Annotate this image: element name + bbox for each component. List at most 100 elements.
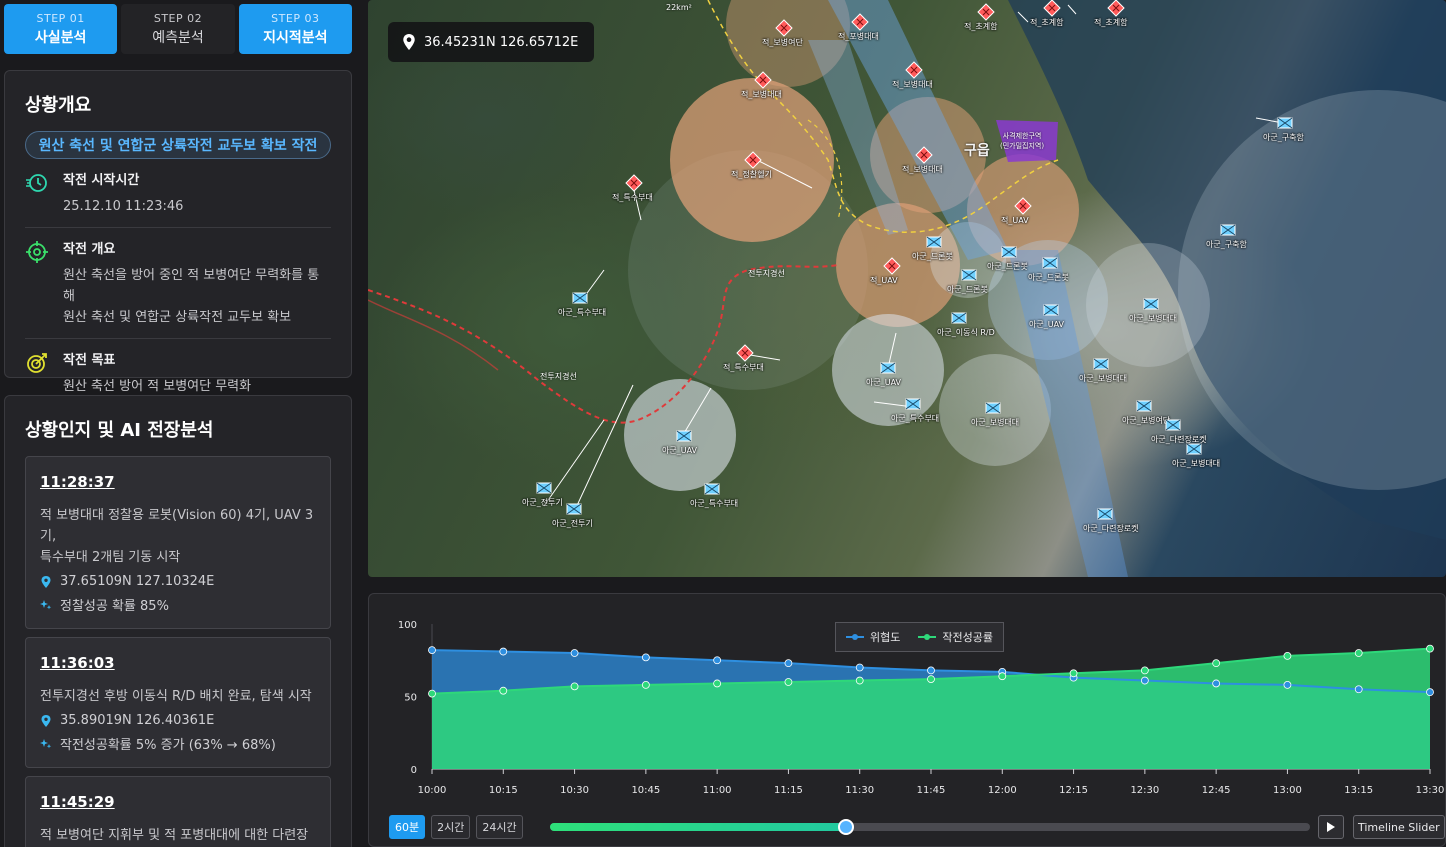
step-03-button[interactable]: STEP 03 지시적분석 bbox=[238, 4, 352, 54]
data-point[interactable] bbox=[428, 689, 436, 698]
friendly-unit-marker[interactable] bbox=[950, 309, 968, 331]
friendly-unit-marker[interactable] bbox=[1185, 440, 1203, 462]
enemy-unit-marker[interactable] bbox=[754, 71, 772, 93]
data-point[interactable] bbox=[855, 663, 864, 672]
data-point[interactable] bbox=[1140, 676, 1149, 685]
friendly-unit-marker[interactable] bbox=[925, 233, 943, 255]
data-point[interactable] bbox=[1354, 685, 1363, 694]
enemy-unit-marker[interactable] bbox=[851, 13, 869, 35]
friendly-unit-marker[interactable] bbox=[1142, 295, 1160, 317]
data-point[interactable] bbox=[499, 647, 508, 656]
data-point[interactable] bbox=[784, 659, 793, 668]
data-point[interactable] bbox=[927, 675, 935, 683]
play-button[interactable] bbox=[1318, 815, 1344, 839]
enemy-unit-marker[interactable] bbox=[736, 344, 754, 366]
data-point[interactable] bbox=[641, 653, 650, 662]
y-tick-label: 100 bbox=[398, 620, 417, 631]
sensor-beam bbox=[808, 40, 908, 235]
event-time[interactable]: 11:28:37 bbox=[40, 473, 115, 491]
data-point[interactable] bbox=[1140, 666, 1149, 675]
event-time[interactable]: 11:36:03 bbox=[40, 654, 115, 672]
data-point[interactable] bbox=[713, 656, 722, 665]
data-point[interactable] bbox=[784, 678, 793, 686]
timeline-slider-button[interactable]: Timeline Slider bbox=[1353, 815, 1445, 839]
x-tick-label: 11:00 bbox=[703, 785, 732, 796]
friendly-unit-marker[interactable] bbox=[960, 266, 978, 288]
x-tick-label: 13:15 bbox=[1344, 785, 1373, 796]
friendly-unit-marker[interactable] bbox=[904, 395, 922, 417]
enemy-unit-marker[interactable] bbox=[1107, 0, 1125, 21]
enemy-unit-marker[interactable] bbox=[744, 151, 762, 173]
event-card[interactable]: 11:28:37 적 보병대대 정찰용 로봇(Vision 60) 4기, UA… bbox=[25, 456, 331, 629]
unit-label: 적_초계함 bbox=[964, 22, 998, 31]
friendly-unit-marker[interactable] bbox=[1096, 505, 1114, 527]
friendly-unit-marker[interactable] bbox=[675, 427, 693, 449]
friendly-unit-marker[interactable] bbox=[984, 399, 1002, 421]
friendly-unit-marker[interactable] bbox=[1164, 416, 1182, 438]
map-overlay bbox=[368, 0, 1446, 577]
event-coordinate: 37.65109N 127.10324E bbox=[40, 574, 316, 589]
enemy-unit-marker[interactable] bbox=[1014, 197, 1032, 219]
friendly-unit-marker[interactable] bbox=[535, 479, 553, 501]
data-point[interactable] bbox=[641, 681, 650, 689]
range-2h-button[interactable]: 2시간 bbox=[431, 815, 471, 839]
legend-item-success[interactable]: 작전성공률 bbox=[918, 629, 993, 645]
enemy-unit-marker[interactable] bbox=[625, 174, 643, 196]
event-card[interactable]: 11:36:03 전투지경선 후방 이동식 R/D 배치 완료, 탐색 시작 3… bbox=[25, 637, 331, 768]
friendly-unit-icon bbox=[1136, 400, 1152, 412]
range-60min-button[interactable]: 60분 bbox=[389, 815, 426, 839]
data-point[interactable] bbox=[713, 679, 722, 688]
friendly-unit-marker[interactable] bbox=[1042, 301, 1060, 323]
enemy-unit-marker[interactable] bbox=[977, 3, 995, 25]
event-time[interactable]: 11:45:29 bbox=[40, 793, 115, 811]
data-point[interactable] bbox=[1212, 679, 1221, 688]
timeline-slider-handle[interactable] bbox=[838, 819, 855, 835]
x-tick-label: 12:00 bbox=[988, 785, 1017, 796]
data-point[interactable] bbox=[428, 646, 436, 654]
friendly-unit-marker[interactable] bbox=[879, 359, 897, 381]
friendly-unit-marker[interactable] bbox=[571, 289, 589, 311]
friendly-unit-marker[interactable] bbox=[1135, 397, 1153, 419]
data-point[interactable] bbox=[499, 686, 508, 695]
data-point[interactable] bbox=[1283, 652, 1292, 660]
data-point[interactable] bbox=[1426, 688, 1434, 697]
step-01-button[interactable]: STEP 01 사실분석 bbox=[4, 4, 118, 54]
operation-name-badge: 원산 축선 및 연합군 상륙작전 교두보 확보 작전 bbox=[25, 131, 331, 159]
enemy-unit-marker[interactable] bbox=[915, 146, 933, 168]
data-point[interactable] bbox=[1212, 659, 1221, 668]
event-card[interactable]: 11:45:29 적 보병여단 지휘부 및 적 포병대대에 대한 다련장 로켓(… bbox=[25, 776, 331, 847]
friendly-unit-marker[interactable] bbox=[703, 480, 721, 502]
legend-item-threat[interactable]: 위협도 bbox=[846, 629, 900, 645]
data-point[interactable] bbox=[1426, 644, 1434, 653]
data-point[interactable] bbox=[927, 666, 935, 675]
overview-summary: 작전 개요 원산 축선을 방어 중인 적 보병여단 무력화를 통해 원산 축선 … bbox=[25, 228, 331, 339]
step-02-button[interactable]: STEP 02 예측분석 bbox=[121, 4, 235, 54]
friendly-unit-marker[interactable] bbox=[1000, 243, 1018, 265]
data-point[interactable] bbox=[855, 676, 864, 685]
data-point[interactable] bbox=[1354, 649, 1363, 657]
enemy-unit-marker[interactable] bbox=[905, 61, 923, 83]
overview-start-time: 작전 시작시간 25.12.10 11:23:46 bbox=[25, 159, 331, 228]
overview-objective: 작전 목표 원산 축선 방어 적 보병여단 무력화 bbox=[25, 339, 331, 407]
enemy-unit-marker[interactable] bbox=[1043, 0, 1061, 21]
range-24h-button[interactable]: 24시간 bbox=[476, 815, 523, 839]
target-icon bbox=[27, 353, 47, 373]
friendly-unit-icon bbox=[1220, 224, 1236, 236]
friendly-unit-marker[interactable] bbox=[1219, 221, 1237, 243]
enemy-zone bbox=[726, 0, 850, 87]
data-point[interactable] bbox=[1069, 669, 1078, 678]
tactical-map[interactable]: 36.45231N 126.65712E 22km² 전투지경선 전투지경선 구… bbox=[368, 0, 1446, 577]
timeline-slider-track[interactable] bbox=[550, 819, 1310, 835]
data-point[interactable] bbox=[570, 682, 579, 691]
friendly-unit-marker[interactable] bbox=[1041, 254, 1059, 276]
event-coordinate: 35.89019N 126.40361E bbox=[40, 713, 316, 728]
enemy-unit-marker[interactable] bbox=[775, 19, 793, 41]
friendly-unit-marker[interactable] bbox=[565, 500, 583, 522]
friendly-unit-marker[interactable] bbox=[1276, 114, 1294, 136]
data-point[interactable] bbox=[998, 672, 1007, 681]
friendly-unit-marker[interactable] bbox=[1092, 355, 1110, 377]
enemy-diamond-icon bbox=[905, 61, 923, 79]
data-point[interactable] bbox=[570, 649, 579, 657]
data-point[interactable] bbox=[1283, 681, 1292, 689]
enemy-unit-marker[interactable] bbox=[883, 257, 901, 279]
